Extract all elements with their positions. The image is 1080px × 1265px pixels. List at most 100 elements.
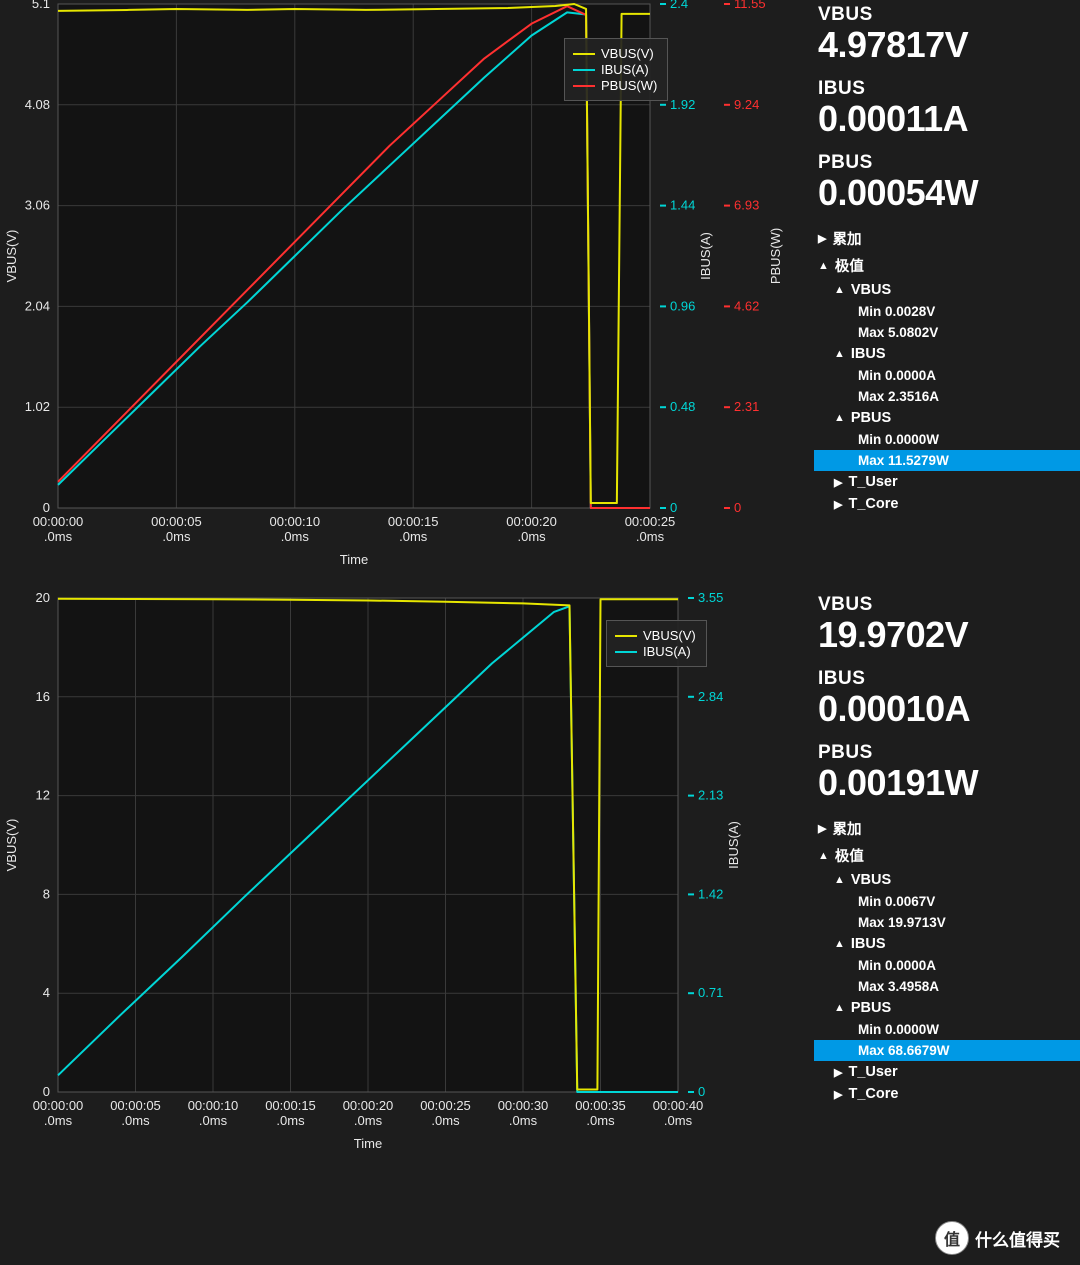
svg-text:00:00:40.0ms: 00:00:40.0ms: [653, 1098, 704, 1128]
tree-cumulative[interactable]: ▶累加: [818, 225, 1080, 252]
svg-text:0.48: 0.48: [670, 399, 695, 414]
tree-ibus-min[interactable]: Min 0.0000A: [818, 955, 1080, 976]
svg-text:12: 12: [36, 788, 50, 803]
legend-item[interactable]: VBUS(V): [573, 46, 657, 61]
svg-text:0: 0: [698, 1084, 705, 1099]
chevron-down-icon: ▲: [834, 284, 845, 296]
readout-value-vbus: 4.97817V: [818, 26, 1080, 64]
readout-value-ibus: 0.00011A: [818, 100, 1080, 138]
tree-extremes[interactable]: ▲极值: [818, 252, 1080, 279]
svg-text:5.1: 5.1: [32, 0, 50, 11]
svg-text:16: 16: [36, 689, 50, 704]
svg-text:11.55: 11.55: [734, 0, 766, 11]
svg-text:2.84: 2.84: [698, 689, 723, 704]
svg-text:1.44: 1.44: [670, 198, 695, 213]
svg-text:00:00:00.0ms: 00:00:00.0ms: [33, 514, 84, 544]
tree-pbus-max[interactable]: Max 68.6679W: [814, 1040, 1080, 1061]
svg-text:00:00:05.0ms: 00:00:05.0ms: [110, 1098, 161, 1128]
tree-pbus-min[interactable]: Min 0.0000W: [818, 429, 1080, 450]
legend-item[interactable]: VBUS(V): [615, 628, 696, 643]
svg-text:0: 0: [43, 1084, 50, 1099]
tree-pbus[interactable]: ▲PBUS: [818, 407, 1080, 429]
panel-bottom: 04812162000:00:00.0ms00:00:05.0ms00:00:1…: [0, 590, 1080, 1265]
tree-vbus-min[interactable]: Min 0.0067V: [818, 891, 1080, 912]
panel-top: 01.022.043.064.085.100:00:00.0ms00:00:05…: [0, 0, 1080, 590]
legend-swatch: [615, 651, 637, 653]
tree-vbus-max[interactable]: Max 5.0802V: [818, 322, 1080, 343]
svg-text:0.96: 0.96: [670, 298, 695, 313]
svg-text:1.92: 1.92: [670, 97, 695, 112]
svg-text:8: 8: [43, 886, 50, 901]
svg-text:0: 0: [734, 500, 741, 515]
readout-label-vbus: VBUS: [818, 594, 1080, 616]
svg-text:00:00:15.0ms: 00:00:15.0ms: [388, 514, 439, 544]
readout-label-pbus: PBUS: [818, 742, 1080, 764]
tree-tcore[interactable]: ▶T_Core: [818, 1083, 1080, 1105]
chevron-right-icon: ▶: [834, 1066, 842, 1079]
tree-cumulative[interactable]: ▶累加: [818, 815, 1080, 842]
tree-ibus[interactable]: ▲IBUS: [818, 343, 1080, 365]
chevron-down-icon: ▲: [834, 874, 845, 886]
tree-vbus[interactable]: ▲VBUS: [818, 869, 1080, 891]
tree-ibus[interactable]: ▲IBUS: [818, 933, 1080, 955]
svg-text:00:00:25.0ms: 00:00:25.0ms: [420, 1098, 471, 1128]
legend-item[interactable]: PBUS(W): [573, 78, 657, 93]
svg-text:00:00:35.0ms: 00:00:35.0ms: [575, 1098, 626, 1128]
legend-swatch: [573, 69, 595, 71]
svg-text:20: 20: [36, 590, 50, 605]
readout-value-vbus: 19.9702V: [818, 616, 1080, 654]
svg-text:00:00:00.0ms: 00:00:00.0ms: [33, 1098, 84, 1128]
watermark: 值 什么值得买: [935, 1221, 1060, 1255]
tree-pbus-max[interactable]: Max 11.5279W: [814, 450, 1080, 471]
chevron-down-icon: ▲: [818, 260, 829, 272]
tree-vbus[interactable]: ▲VBUS: [818, 279, 1080, 301]
svg-text:IBUS(A): IBUS(A): [698, 232, 713, 280]
svg-text:Time: Time: [354, 1136, 382, 1151]
svg-text:3.55: 3.55: [698, 590, 723, 605]
svg-text:Time: Time: [340, 552, 368, 567]
tree-ibus-min[interactable]: Min 0.0000A: [818, 365, 1080, 386]
svg-text:9.24: 9.24: [734, 97, 759, 112]
tree-tuser[interactable]: ▶T_User: [818, 1061, 1080, 1083]
tree-pbus-min[interactable]: Min 0.0000W: [818, 1019, 1080, 1040]
svg-text:2.31: 2.31: [734, 399, 759, 414]
svg-text:4.08: 4.08: [25, 97, 50, 112]
sidebar-bottom: VBUS 19.9702V IBUS 0.00010A PBUS 0.00191…: [808, 590, 1080, 1105]
tree-pbus[interactable]: ▲PBUS: [818, 997, 1080, 1019]
svg-text:00:00:30.0ms: 00:00:30.0ms: [498, 1098, 549, 1128]
svg-text:00:00:10.0ms: 00:00:10.0ms: [188, 1098, 239, 1128]
chevron-right-icon: ▶: [818, 822, 826, 835]
svg-text:0: 0: [670, 500, 677, 515]
svg-text:4.62: 4.62: [734, 298, 759, 313]
svg-text:00:00:20.0ms: 00:00:20.0ms: [343, 1098, 394, 1128]
tree-tcore[interactable]: ▶T_Core: [818, 493, 1080, 515]
chevron-down-icon: ▲: [818, 850, 829, 862]
chevron-down-icon: ▲: [834, 412, 845, 424]
svg-text:0: 0: [43, 500, 50, 515]
chart-top: 01.022.043.064.085.100:00:00.0ms00:00:05…: [0, 0, 808, 584]
legend-label: VBUS(V): [643, 628, 696, 643]
legend-swatch: [573, 85, 595, 87]
watermark-icon: 值: [935, 1221, 969, 1255]
readout-label-vbus: VBUS: [818, 4, 1080, 26]
chevron-right-icon: ▶: [818, 232, 826, 245]
tree-tuser[interactable]: ▶T_User: [818, 471, 1080, 493]
readout-label-ibus: IBUS: [818, 78, 1080, 100]
legend-item[interactable]: IBUS(A): [573, 62, 657, 77]
tree-vbus-min[interactable]: Min 0.0028V: [818, 301, 1080, 322]
svg-text:2.13: 2.13: [698, 788, 723, 803]
chevron-right-icon: ▶: [834, 476, 842, 489]
chevron-right-icon: ▶: [834, 498, 842, 511]
tree-ibus-max[interactable]: Max 2.3516A: [818, 386, 1080, 407]
tree-extremes[interactable]: ▲极值: [818, 842, 1080, 869]
legend-item[interactable]: IBUS(A): [615, 644, 696, 659]
chevron-down-icon: ▲: [834, 938, 845, 950]
svg-text:0.71: 0.71: [698, 985, 723, 1000]
svg-text:VBUS(V): VBUS(V): [4, 230, 19, 283]
readout-value-pbus: 0.00191W: [818, 764, 1080, 802]
chart-bottom: 04812162000:00:00.0ms00:00:05.0ms00:00:1…: [0, 590, 808, 1174]
sidebar-top: VBUS 4.97817V IBUS 0.00011A PBUS 0.00054…: [808, 0, 1080, 515]
tree-vbus-max[interactable]: Max 19.9713V: [818, 912, 1080, 933]
tree-ibus-max[interactable]: Max 3.4958A: [818, 976, 1080, 997]
svg-text:00:00:20.0ms: 00:00:20.0ms: [506, 514, 557, 544]
